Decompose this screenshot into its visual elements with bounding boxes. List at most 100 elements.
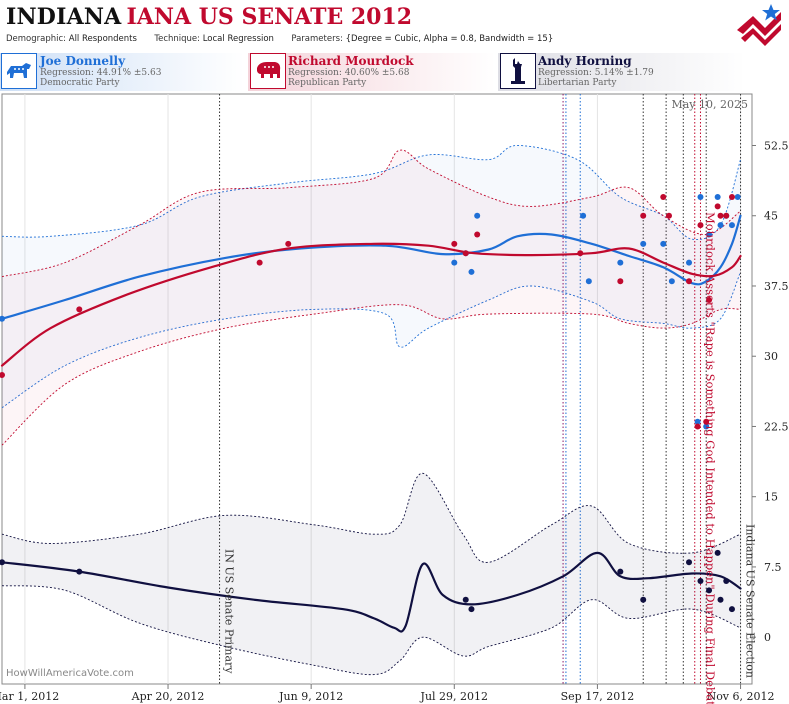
candidate-party: Libertarian Party <box>538 78 617 88</box>
y-tick-label: 52.5 <box>764 140 789 153</box>
poll-point <box>694 418 701 425</box>
poll-point <box>285 240 292 247</box>
poll-point <box>697 577 704 584</box>
poll-point <box>728 194 735 201</box>
poll-point <box>256 259 263 266</box>
technique-key: Technique: <box>154 34 201 44</box>
parameters-key: Parameters: <box>291 34 343 44</box>
parameters-value: {Degree = Cubic, Alpha = 0.8, Bandwidth … <box>345 34 554 44</box>
confidence-band <box>2 150 741 446</box>
poll-point <box>617 259 624 266</box>
technique-value: Local Regression <box>202 34 274 44</box>
y-tick-label: 0 <box>764 631 771 644</box>
poll-point <box>0 315 5 322</box>
y-tick-label: 15 <box>764 491 778 504</box>
x-tick-label: Apr 20, 2012 <box>131 690 205 703</box>
poll-point <box>706 587 713 594</box>
poll-point <box>665 212 672 219</box>
poll-point <box>668 278 675 285</box>
poll-point <box>660 240 667 247</box>
candidate-party: Republican Party <box>288 78 367 88</box>
event-label: Indiana US Senate Election <box>744 524 757 678</box>
poll-point <box>640 240 647 247</box>
band-upper-line <box>1 145 741 241</box>
poll-point <box>462 250 469 257</box>
poll-point <box>640 596 647 603</box>
poll-point <box>714 203 721 210</box>
poll-point <box>697 194 704 201</box>
demographic-key: Demographic: <box>6 34 67 44</box>
poll-point <box>697 222 704 229</box>
poll-point <box>703 423 710 430</box>
event-label: IN US Senate Primary <box>223 549 236 674</box>
candidate-name: Andy Horning <box>538 54 632 68</box>
poll-point <box>474 212 481 219</box>
regression-line <box>0 551 742 633</box>
poll-point <box>717 222 724 229</box>
plot-frame <box>1 93 753 685</box>
x-tick-label: Nov 6, 2012 <box>707 690 775 703</box>
regression-line <box>0 214 742 320</box>
candidate-party: Democratic Party <box>40 78 120 88</box>
confidence-band <box>2 145 741 408</box>
y-tick-label: 37.5 <box>764 280 789 293</box>
source-credit: HowWillAmericaVote.com <box>6 668 134 679</box>
poll-point <box>723 577 730 584</box>
elephant-icon <box>250 53 286 89</box>
poll-point <box>723 212 730 219</box>
poll-point <box>686 559 693 566</box>
confidence-band <box>2 473 741 675</box>
band-upper-line <box>1 149 741 278</box>
poll-point <box>474 231 481 238</box>
poll-point <box>585 278 592 285</box>
candidate-democrat: Joe Donnelly Regression: 44.91% ±5.63 De… <box>0 53 244 91</box>
band-lower-line <box>1 271 741 409</box>
poll-point <box>717 212 724 219</box>
poll-point <box>617 568 624 575</box>
poll-point <box>686 278 693 285</box>
regression-chart: Mar 1, 2012 Apr 20, 2012 Jun 9, 2012 Jul 29… <box>0 93 789 704</box>
y-tick-label: 30 <box>764 350 778 363</box>
date-label: May 10, 2025 <box>671 98 748 111</box>
poll-point <box>728 222 735 229</box>
poll-point <box>706 231 713 238</box>
poll-point <box>462 596 469 603</box>
candidate-regression: Regression: 5.14% ±1.79 <box>538 68 654 78</box>
x-tick-label: Mar 1, 2012 <box>0 690 59 703</box>
poll-point <box>660 194 667 201</box>
poll-point <box>580 212 587 219</box>
candidate-republican: Richard Mourdock Regression: 40.60% ±5.6… <box>248 53 496 91</box>
poll-point <box>640 212 647 219</box>
poll-point <box>76 306 83 313</box>
poll-point <box>468 606 475 613</box>
poll-point <box>706 297 713 304</box>
poll-point <box>714 549 721 556</box>
candidate-regression: Regression: 44.91% ±5.63 <box>40 68 162 78</box>
band-lower-line <box>1 585 741 676</box>
poll-point <box>703 418 710 425</box>
x-tick-label: Jul 29, 2012 <box>420 690 489 703</box>
poll-point <box>451 259 458 266</box>
band-lower-line <box>1 304 741 446</box>
donkey-icon <box>1 53 37 89</box>
site-logo <box>737 4 781 46</box>
regression-line <box>0 242 742 367</box>
state-title: INDIANA <box>6 4 122 30</box>
y-tick-label: 22.5 <box>764 420 789 433</box>
y-tick-label: 45 <box>764 210 778 223</box>
candidate-libertarian: Andy Horning Regression: 5.14% ±1.79 Lib… <box>498 53 746 91</box>
poll-point <box>686 259 693 266</box>
poll-point <box>728 606 735 613</box>
poll-point <box>0 559 5 566</box>
event-label: Mourdock Asserts "Rape is Something God … <box>703 212 717 704</box>
chart-title: INDIANA IANA US SENATE 2012 <box>6 4 412 34</box>
poll-point <box>617 278 624 285</box>
candidate-name: Joe Donnelly <box>40 54 126 68</box>
demographic-value: All Respondents <box>68 34 137 44</box>
race-title: IANA US SENATE 2012 <box>126 4 413 30</box>
x-tick-label: Sep 17, 2012 <box>561 690 635 703</box>
poll-point <box>0 371 5 378</box>
candidate-regression: Regression: 40.60% ±5.68 <box>288 68 410 78</box>
poll-point <box>714 194 721 201</box>
candidate-name: Richard Mourdock <box>288 54 414 68</box>
